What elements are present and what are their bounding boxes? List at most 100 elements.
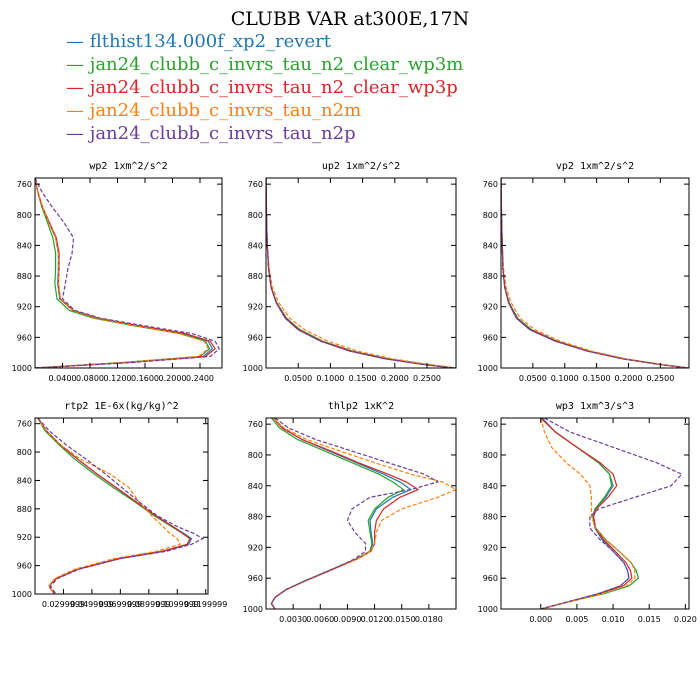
y-tick-label: 960 bbox=[248, 574, 263, 583]
panel-title: up2 1xm^2/s^2 bbox=[322, 161, 400, 172]
series-line-5 bbox=[270, 418, 440, 609]
series-line-5 bbox=[501, 178, 688, 368]
series-line-5 bbox=[35, 178, 221, 368]
figure-title: CLUBB VAR at300E,17N bbox=[230, 8, 470, 30]
y-tick-label: 880 bbox=[248, 513, 263, 522]
series-line-2 bbox=[540, 418, 640, 609]
series-line-3 bbox=[501, 178, 688, 368]
y-tick-label: 920 bbox=[483, 543, 498, 552]
series-line-3 bbox=[35, 178, 216, 368]
panel-title: thlp2 1xK^2 bbox=[328, 401, 394, 412]
x-tick-label: 0.2000 bbox=[614, 374, 642, 383]
x-tick-label: 0.0060 bbox=[306, 615, 334, 624]
series-line-3 bbox=[540, 418, 633, 609]
series-line-1 bbox=[501, 178, 688, 368]
y-tick-label: 800 bbox=[483, 211, 498, 220]
x-tick-label: 0.0800 bbox=[76, 374, 104, 383]
x-tick-label: 0.0499999 bbox=[70, 600, 113, 609]
y-tick-label: 1000 bbox=[243, 605, 263, 614]
plot-frame bbox=[265, 417, 457, 610]
x-tick-label: 0.2400 bbox=[186, 374, 214, 383]
y-tick-label: 800 bbox=[248, 451, 263, 460]
y-tick-label: 920 bbox=[248, 543, 263, 552]
y-tick-label: 920 bbox=[248, 303, 263, 312]
y-tick-label: 1000 bbox=[478, 364, 498, 373]
y-tick-label: 880 bbox=[248, 272, 263, 281]
panel-4: rtp2 1E-6x(kg/kg)^2 760 800 840 880 920 960 100… bbox=[12, 401, 228, 609]
panel-title: rtp2 1E-6x(kg/kg)^2 bbox=[64, 401, 178, 412]
series-line-5 bbox=[540, 418, 683, 609]
x-tick-label: 0.0299999 bbox=[42, 600, 85, 609]
y-tick-label: 880 bbox=[483, 272, 498, 281]
y-tick-label: 760 bbox=[17, 180, 32, 189]
legend-label: jan24_clubb_c_invrs_tau_n2_clear_wp3m bbox=[89, 54, 464, 75]
series-line-2 bbox=[266, 178, 456, 368]
series-line-4 bbox=[266, 178, 456, 368]
series-line-1 bbox=[35, 178, 214, 368]
legend-item: — flthist134.000f_xp2_revert bbox=[66, 30, 463, 53]
y-tick-label: 1000 bbox=[478, 605, 498, 614]
plot-frame bbox=[34, 417, 209, 595]
x-tick-label: 0.0030 bbox=[279, 615, 307, 624]
series-line-1 bbox=[270, 418, 413, 609]
series-line-3 bbox=[270, 418, 420, 609]
y-tick-label: 960 bbox=[248, 333, 263, 342]
y-tick-label: 920 bbox=[17, 303, 32, 312]
legend-label: flthist134.000f_xp2_revert bbox=[89, 31, 331, 52]
x-tick-label: 0.1199999 bbox=[184, 600, 227, 609]
y-tick-label: 800 bbox=[248, 211, 263, 220]
legend-item: — jan24_clubb_c_invrs_tau_n2m bbox=[66, 99, 463, 122]
x-tick-label: 0.1099999 bbox=[156, 600, 199, 609]
series-line-2 bbox=[501, 178, 689, 368]
legend-label: jan24_clubb_c_invrs_tau_n2_clear_wp3p bbox=[89, 77, 458, 98]
legend-line-glyph: — bbox=[66, 31, 90, 52]
series-line-3 bbox=[37, 418, 191, 594]
series-line-4 bbox=[270, 418, 456, 609]
x-tick-label: 0.1600 bbox=[131, 374, 159, 383]
y-tick-label: 1000 bbox=[12, 364, 32, 373]
x-tick-label: 0.1000 bbox=[551, 374, 579, 383]
y-tick-label: 960 bbox=[17, 562, 32, 571]
plot-frame bbox=[34, 177, 223, 369]
y-tick-label: 760 bbox=[17, 420, 32, 429]
legend-label: jan24_clubb_c_invrs_tau_n2p bbox=[89, 123, 356, 144]
series-line-5 bbox=[37, 418, 205, 594]
plot-frame bbox=[265, 177, 457, 369]
series-line-4 bbox=[501, 178, 689, 368]
x-tick-label: 0.0180 bbox=[415, 615, 443, 624]
x-tick-label: 0.0150 bbox=[388, 615, 416, 624]
legend-item: — jan24_clubb_c_invrs_tau_n2_clear_wp3p bbox=[66, 76, 463, 99]
y-tick-label: 960 bbox=[17, 333, 32, 342]
y-tick-label: 840 bbox=[17, 241, 32, 250]
y-tick-label: 880 bbox=[17, 272, 32, 281]
x-tick-label: 0.0699999 bbox=[99, 600, 142, 609]
series-line-4 bbox=[35, 178, 210, 368]
panel-6: wp3 1xm^3/s^3 760 800 840 880 920 960 1000 0.000… bbox=[478, 401, 697, 624]
x-tick-label: 0.0500 bbox=[284, 374, 312, 383]
x-tick-label: 0.010 bbox=[602, 615, 625, 624]
panel-1: wp2 1xm^2/s^2 760 800 840 880 920 960 1000 0.040… bbox=[12, 161, 223, 383]
x-tick-label: 0.0500 bbox=[519, 374, 547, 383]
y-tick-label: 760 bbox=[483, 180, 498, 189]
y-tick-label: 880 bbox=[483, 513, 498, 522]
x-tick-label: 0.015 bbox=[638, 615, 661, 624]
panel-2: up2 1xm^2/s^2 760 800 840 880 920 960 1000 0.050… bbox=[243, 161, 457, 383]
y-tick-label: 960 bbox=[483, 333, 498, 342]
series-line-5 bbox=[266, 178, 455, 368]
legend-item: — jan24_clubb_c_invrs_tau_n2_clear_wp3m bbox=[66, 53, 463, 76]
x-tick-label: 0.005 bbox=[565, 615, 588, 624]
panel-title: wp3 1xm^3/s^3 bbox=[556, 401, 634, 412]
y-tick-label: 840 bbox=[483, 241, 498, 250]
y-tick-label: 760 bbox=[483, 420, 498, 429]
panel-title: wp2 1xm^2/s^2 bbox=[89, 161, 167, 172]
legend-line-glyph: — bbox=[66, 54, 90, 75]
series-line-1 bbox=[540, 418, 630, 609]
series-line-1 bbox=[37, 418, 193, 594]
y-tick-label: 960 bbox=[483, 574, 498, 583]
y-tick-label: 800 bbox=[17, 448, 32, 457]
x-tick-label: 0.2000 bbox=[159, 374, 187, 383]
y-tick-label: 840 bbox=[17, 476, 32, 485]
legend: — flthist134.000f_xp2_revert — jan24_clu… bbox=[66, 30, 463, 145]
